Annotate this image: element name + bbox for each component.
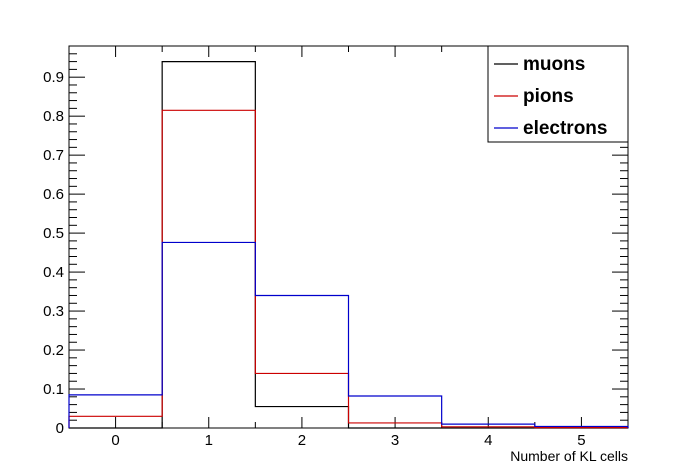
y-tick-label: 0.8 <box>43 108 64 125</box>
y-tick-label: 0.4 <box>43 264 64 281</box>
x-tick-label: 5 <box>577 432 585 449</box>
x-axis-title: Number of KL cells <box>510 448 628 464</box>
series-group <box>68 60 629 429</box>
y-tick-label: 0.9 <box>43 69 64 86</box>
x-tick-label: 3 <box>391 432 399 449</box>
y-tick-label: 0.5 <box>43 225 64 242</box>
y-tick-label: 0.7 <box>43 147 64 164</box>
legend-label-pions: pions <box>523 86 574 107</box>
x-tick-labels: 0 1 2 3 4 5 <box>111 432 585 449</box>
y-tick-labels: 0 0.1 0.2 0.3 0.4 0.5 0.6 0.7 0.8 0.9 <box>43 69 64 437</box>
legend-box <box>487 45 629 143</box>
x-tick-label: 4 <box>484 432 492 449</box>
x-tick-label: 2 <box>298 432 306 449</box>
y-tick-label: 0 <box>56 420 64 437</box>
legend-label-electrons: electrons <box>523 118 607 139</box>
x-tick-label: 1 <box>205 432 213 449</box>
legend-label-muons: muons <box>523 54 585 75</box>
y-tick-label: 0.2 <box>43 342 64 359</box>
y-tick-label: 0.1 <box>43 381 64 398</box>
series-electrons <box>68 241 629 428</box>
y-tick-label: 0.3 <box>43 303 64 320</box>
y-tick-label: 0.6 <box>43 186 64 203</box>
legend: muons pions electrons <box>487 45 629 143</box>
x-tick-label: 0 <box>111 432 119 449</box>
